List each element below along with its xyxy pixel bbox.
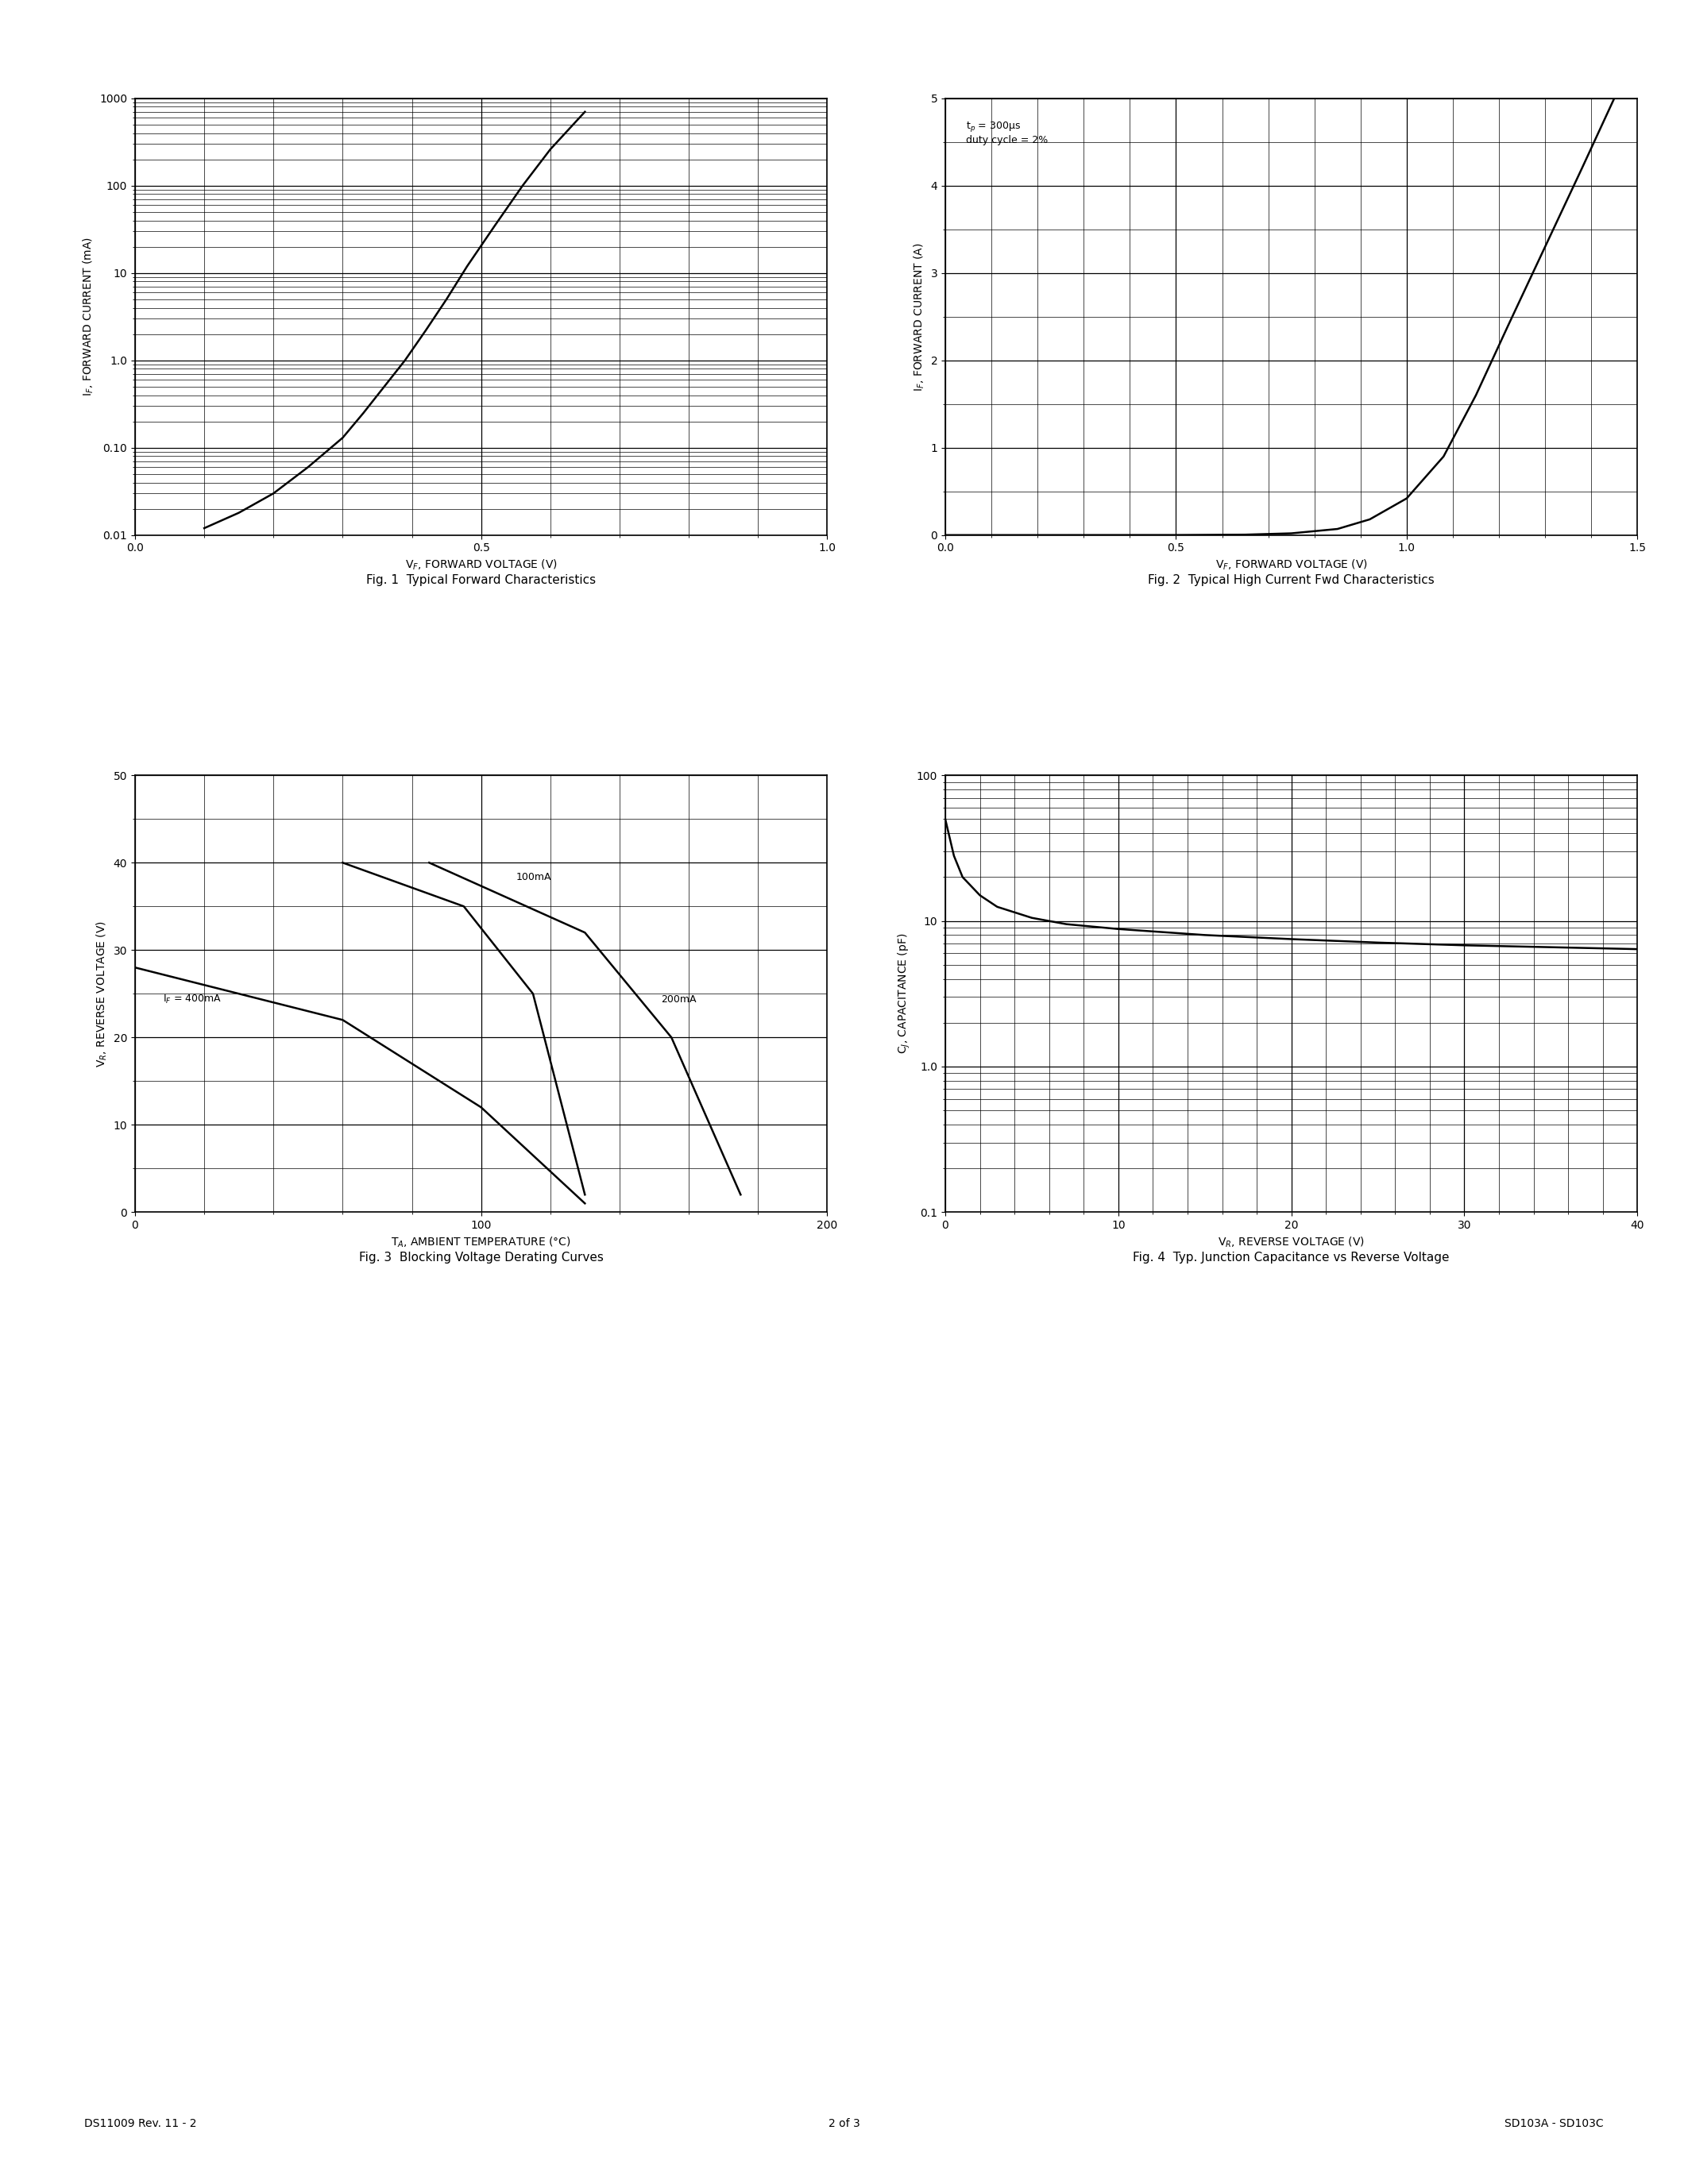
- Text: Fig. 2  Typical High Current Fwd Characteristics: Fig. 2 Typical High Current Fwd Characte…: [1148, 574, 1435, 585]
- Text: Fig. 1  Typical Forward Characteristics: Fig. 1 Typical Forward Characteristics: [366, 574, 596, 585]
- Y-axis label: I$_F$, FORWARD CURRENT (mA): I$_F$, FORWARD CURRENT (mA): [81, 236, 95, 397]
- Y-axis label: C$_J$, CAPACITANCE (pF): C$_J$, CAPACITANCE (pF): [896, 933, 912, 1055]
- Text: 100mA: 100mA: [517, 871, 550, 882]
- Text: 200mA: 200mA: [662, 994, 697, 1005]
- Text: Fig. 4  Typ. Junction Capacitance vs Reverse Voltage: Fig. 4 Typ. Junction Capacitance vs Reve…: [1133, 1251, 1450, 1262]
- Y-axis label: I$_F$, FORWARD CURRENT (A): I$_F$, FORWARD CURRENT (A): [912, 242, 927, 391]
- Text: SD103A - SD103C: SD103A - SD103C: [1504, 2118, 1604, 2129]
- Text: t$_p$ = 300μs
duty cycle = 2%: t$_p$ = 300μs duty cycle = 2%: [966, 120, 1048, 146]
- Y-axis label: V$_R$, REVERSE VOLTAGE (V): V$_R$, REVERSE VOLTAGE (V): [95, 919, 110, 1068]
- Text: Fig. 3  Blocking Voltage Derating Curves: Fig. 3 Blocking Voltage Derating Curves: [360, 1251, 603, 1262]
- Text: I$_F$ = 400mA: I$_F$ = 400mA: [162, 994, 221, 1005]
- X-axis label: V$_F$, FORWARD VOLTAGE (V): V$_F$, FORWARD VOLTAGE (V): [405, 559, 557, 572]
- X-axis label: V$_F$, FORWARD VOLTAGE (V): V$_F$, FORWARD VOLTAGE (V): [1215, 559, 1367, 572]
- X-axis label: V$_R$, REVERSE VOLTAGE (V): V$_R$, REVERSE VOLTAGE (V): [1217, 1236, 1366, 1249]
- X-axis label: T$_A$, AMBIENT TEMPERATURE (°C): T$_A$, AMBIENT TEMPERATURE (°C): [392, 1236, 571, 1249]
- Text: DS11009 Rev. 11 - 2: DS11009 Rev. 11 - 2: [84, 2118, 197, 2129]
- Text: 2 of 3: 2 of 3: [829, 2118, 859, 2129]
